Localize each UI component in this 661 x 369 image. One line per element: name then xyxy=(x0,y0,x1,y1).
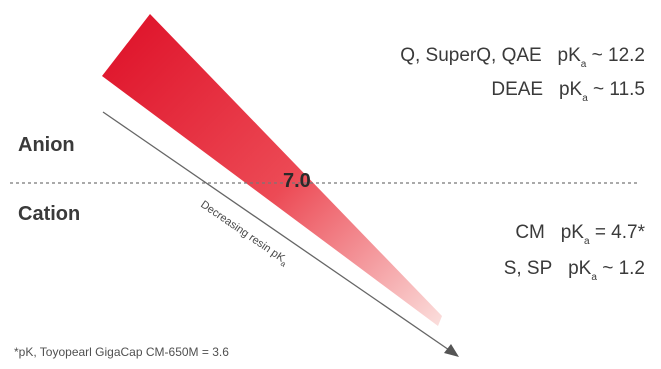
resin-name: S, SP xyxy=(503,258,553,279)
cation-resin-row-s: S, SP pKa ~ 1.2 xyxy=(503,258,645,283)
resin-pka: pKa = 4.7* xyxy=(560,222,645,247)
arrow-head-icon xyxy=(444,344,459,357)
resin-name: Q, SuperQ, QAE xyxy=(400,45,542,66)
cation-resin-row-cm: CM pKa = 4.7* xyxy=(515,222,645,247)
resin-pka: pKa ~ 12.2 xyxy=(557,45,645,70)
decreasing-pka-arrow-line xyxy=(102,111,453,353)
anion-resin-row-deae: DEAE pKa ~ 11.5 xyxy=(491,79,645,104)
pka-wedge xyxy=(102,14,442,326)
cation-label: Cation xyxy=(18,203,81,225)
resin-name: CM xyxy=(515,222,545,243)
resin-name: DEAE xyxy=(491,79,544,100)
resin-pka: pKa ~ 1.2 xyxy=(568,258,645,283)
crossover-value: 7.0 xyxy=(283,170,311,192)
anion-label: Anion xyxy=(18,134,75,156)
resin-pka: pKa ~ 11.5 xyxy=(558,79,645,104)
anion-resin-row-q: Q, SuperQ, QAE pKa ~ 12.2 xyxy=(400,45,645,70)
footnote: *pK, Toyopearl GigaCap CM-650M = 3.6 xyxy=(14,345,229,359)
